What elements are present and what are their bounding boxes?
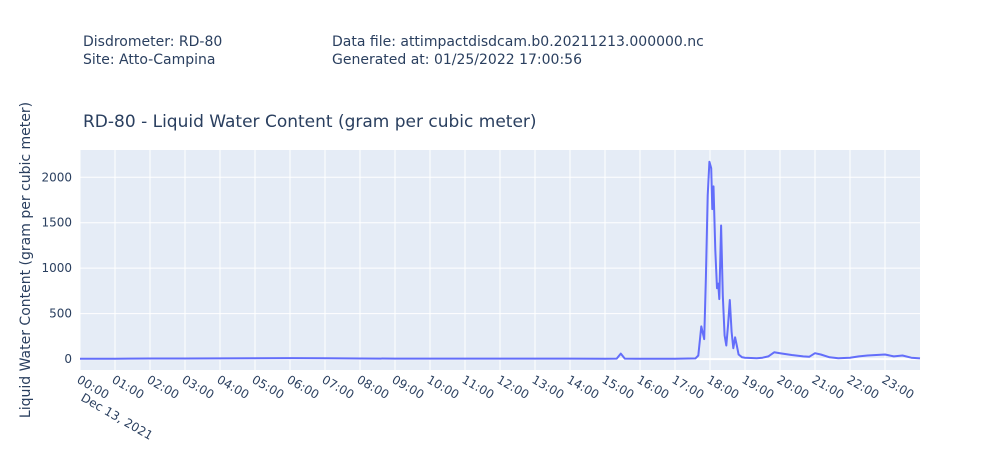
x-tick-label: 19:00 <box>740 372 777 401</box>
x-tick-label: 23:00 <box>880 372 917 401</box>
metadata-left: Disdrometer: RD-80 Site: Atto-Campina <box>83 33 222 69</box>
x-tick-label: 07:00 <box>320 372 357 401</box>
x-tick-label: 11:00 <box>460 372 497 401</box>
x-tick-label: 21:00 <box>810 372 847 401</box>
x-tick-label: 17:00 <box>670 372 707 401</box>
x-tick-label: 13:00 <box>530 372 567 401</box>
x-tick-label: 15:00 <box>600 372 637 401</box>
x-date-label: Dec 13, 2021 <box>79 390 156 442</box>
x-tick-label: 03:00 <box>180 372 217 401</box>
metadata-right: Data file: attimpactdisdcam.b0.20211213.… <box>332 33 704 69</box>
x-tick-label: 12:00 <box>495 372 532 401</box>
site-label: Site: Atto-Campina <box>83 52 216 68</box>
disdrometer-label: Disdrometer: RD-80 <box>83 34 223 50</box>
x-tick-label: 09:00 <box>390 372 427 401</box>
y-tick-label: 1000 <box>41 261 72 275</box>
x-tick-label: 18:00 <box>705 372 742 401</box>
x-tick-label: 10:00 <box>425 372 462 401</box>
x-tick-label: 05:00 <box>250 372 287 401</box>
data-file-label: Data file: attimpactdisdcam.b0.20211213.… <box>332 34 704 50</box>
y-axis-ticks: 0 500 1000 1500 2000 <box>41 170 72 366</box>
chart-title: RD-80 - Liquid Water Content (gram per c… <box>83 112 537 132</box>
x-tick-label: 16:00 <box>635 372 672 401</box>
x-tick-label: 08:00 <box>355 372 392 401</box>
x-tick-label: 04:00 <box>215 372 252 401</box>
x-tick-label: 01:00 <box>110 372 147 401</box>
x-tick-label: 22:00 <box>845 372 882 401</box>
y-axis-title: Liquid Water Content (gram per cubic met… <box>18 102 34 418</box>
series-line <box>79 160 921 360</box>
x-axis-ticks: 00:0001:0002:0003:0004:0005:0006:0007:00… <box>75 372 917 401</box>
x-tick-label: 02:00 <box>145 372 182 401</box>
x-tick-label: 14:00 <box>565 372 602 401</box>
y-tick-label: 1500 <box>41 216 72 230</box>
x-tick-label: 06:00 <box>285 372 322 401</box>
y-tick-label: 2000 <box>41 170 72 184</box>
y-tick-label: 500 <box>49 307 72 321</box>
x-tick-label: 20:00 <box>775 372 812 401</box>
generated-at-label: Generated at: 01/25/2022 17:00:56 <box>332 52 582 68</box>
y-tick-label: 0 <box>64 352 72 366</box>
